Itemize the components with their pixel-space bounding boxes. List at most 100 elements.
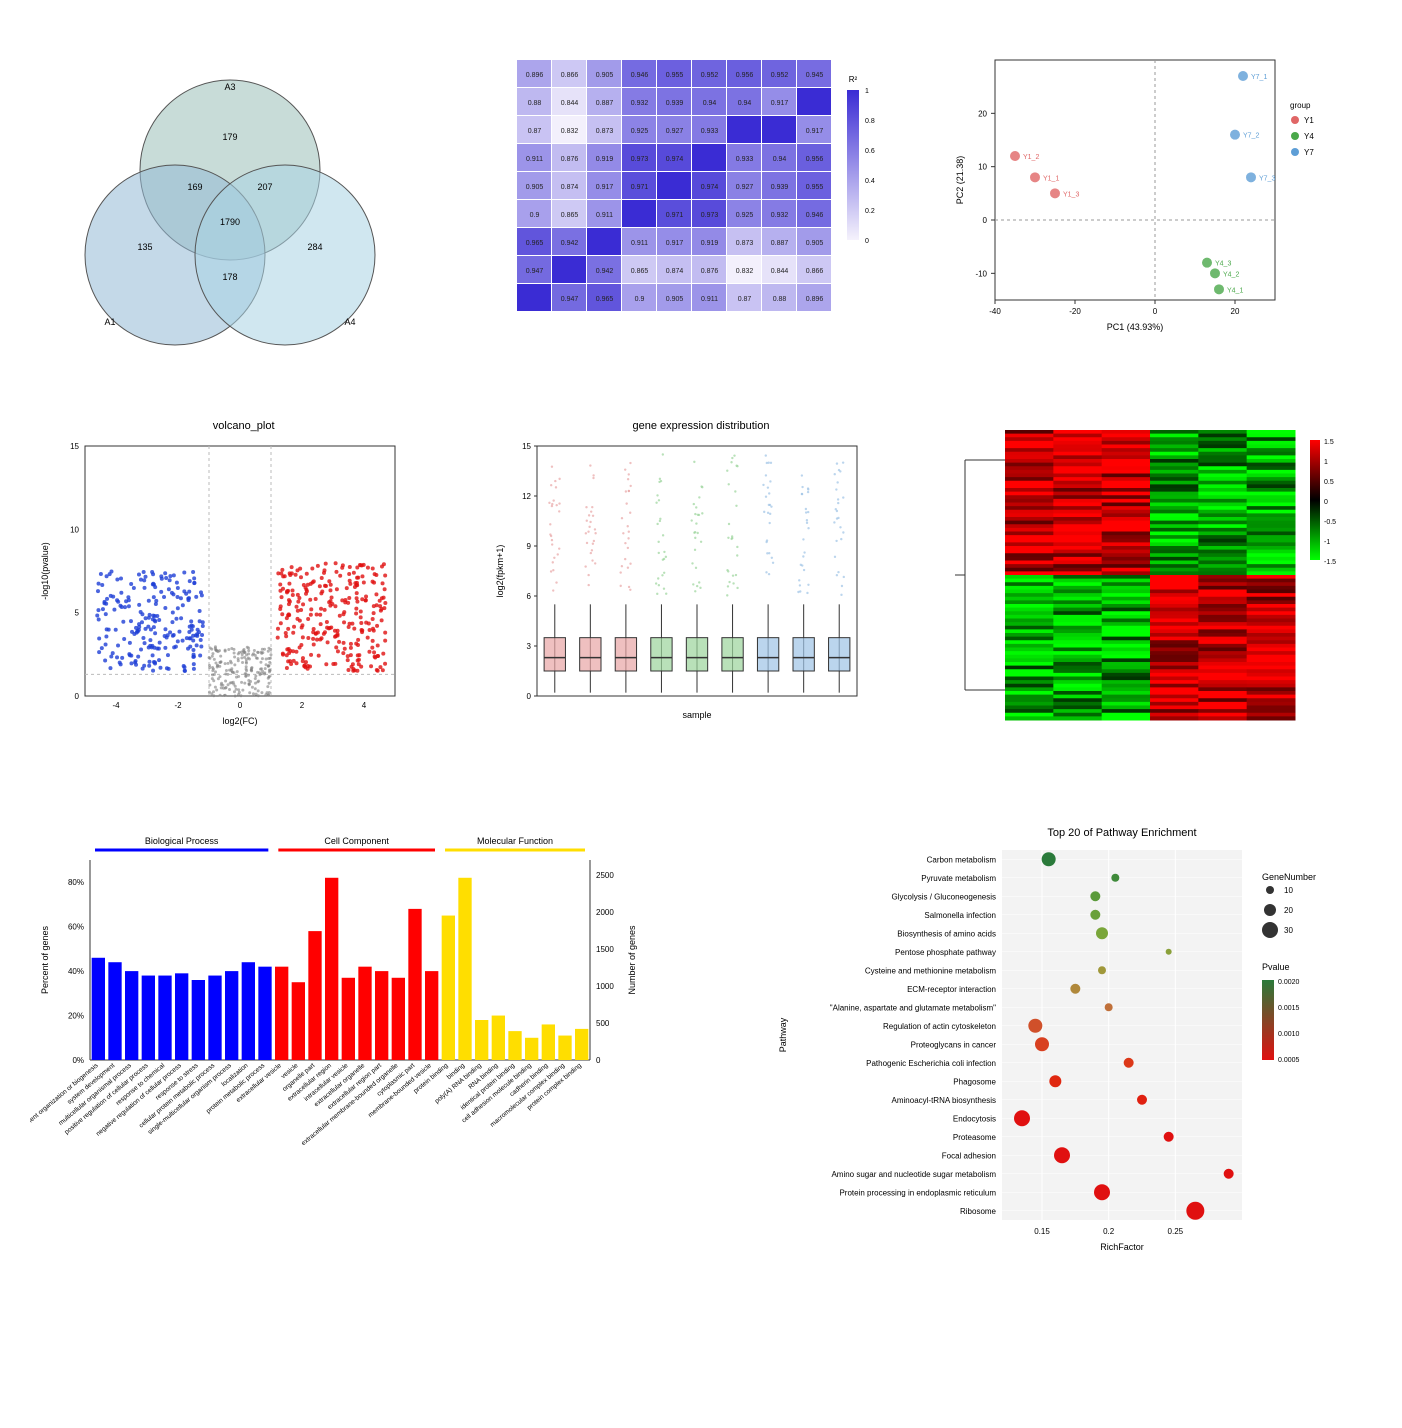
svg-text:0.94: 0.94 [773, 156, 787, 163]
svg-text:0.933: 0.933 [736, 156, 754, 163]
svg-text:GeneNumber: GeneNumber [1262, 872, 1316, 882]
svg-text:2500: 2500 [596, 871, 614, 880]
svg-text:Y7_2: Y7_2 [1243, 133, 1259, 140]
svg-text:0.973: 0.973 [701, 212, 719, 219]
svg-text:0.94: 0.94 [738, 100, 752, 107]
svg-text:9: 9 [527, 542, 532, 551]
svg-text:0.0015: 0.0015 [1278, 1005, 1300, 1012]
svg-text:5: 5 [75, 609, 80, 618]
svg-text:Y1_2: Y1_2 [1023, 154, 1039, 161]
svg-text:0.865: 0.865 [631, 268, 649, 275]
svg-text:-4: -4 [112, 701, 120, 710]
svg-text:Y4: Y4 [1304, 132, 1314, 141]
svg-text:0: 0 [1324, 499, 1328, 506]
corr-heatmap-svg: 0.8960.8660.9050.9460.9550.9520.9560.952… [487, 40, 907, 340]
bottom-row: 0%20%40%60%80%05001000150020002500Percen… [30, 820, 1372, 1260]
svg-text:0.952: 0.952 [701, 72, 719, 79]
svg-text:0.911: 0.911 [596, 212, 613, 219]
svg-text:Biological Process: Biological Process [145, 836, 219, 846]
svg-text:0.942: 0.942 [596, 268, 614, 275]
svg-text:0%: 0% [72, 1056, 84, 1065]
svg-text:0.925: 0.925 [736, 212, 754, 219]
svg-text:0.911: 0.911 [701, 296, 718, 303]
svg-text:0.874: 0.874 [561, 184, 579, 191]
svg-text:20: 20 [1230, 307, 1239, 316]
svg-text:log2(FC): log2(FC) [222, 716, 257, 726]
svg-text:Aminoacyl-tRNA biosynthesis: Aminoacyl-tRNA biosynthesis [892, 1096, 996, 1105]
svg-text:10: 10 [978, 163, 987, 172]
expr-heatmap-panel: 1.510.50-0.5-1-1.5 [945, 420, 1372, 740]
svg-text:0.946: 0.946 [631, 72, 649, 79]
svg-text:1790: 1790 [220, 217, 240, 227]
svg-text:0.88: 0.88 [528, 100, 542, 107]
svg-text:0.917: 0.917 [806, 128, 824, 135]
svg-text:Y7_3: Y7_3 [1259, 175, 1275, 182]
venn-svg: A3A1A41791352841692071781790 [30, 40, 430, 360]
svg-text:0.974: 0.974 [666, 156, 684, 163]
svg-text:0.927: 0.927 [736, 184, 754, 191]
svg-text:0.945: 0.945 [806, 72, 824, 79]
svg-text:0.88: 0.88 [773, 296, 787, 303]
svg-text:0.6: 0.6 [865, 148, 875, 155]
svg-text:0.0005: 0.0005 [1278, 1057, 1300, 1064]
svg-text:0: 0 [238, 701, 243, 710]
svg-text:Carbon metabolism: Carbon metabolism [927, 855, 997, 864]
svg-text:0.971: 0.971 [666, 212, 684, 219]
svg-text:0.2: 0.2 [1103, 1227, 1115, 1236]
svg-text:0.947: 0.947 [526, 268, 544, 275]
svg-text:179: 179 [222, 132, 237, 142]
svg-text:0.865: 0.865 [561, 212, 579, 219]
svg-text:-1.5: -1.5 [1324, 559, 1336, 566]
svg-text:Pvalue: Pvalue [1262, 962, 1290, 972]
svg-text:Ribosome: Ribosome [960, 1207, 997, 1216]
svg-text:Pathogenic Escherichia coli in: Pathogenic Escherichia coli infection [866, 1059, 996, 1068]
svg-text:0.9: 0.9 [635, 296, 645, 303]
svg-text:0.919: 0.919 [596, 156, 614, 163]
svg-text:0.911: 0.911 [526, 156, 543, 163]
svg-text:3: 3 [527, 642, 532, 651]
svg-text:0.956: 0.956 [806, 156, 824, 163]
svg-text:1: 1 [865, 88, 869, 95]
svg-text:0: 0 [75, 692, 80, 701]
svg-text:0.866: 0.866 [806, 268, 824, 275]
svg-text:0.874: 0.874 [666, 268, 684, 275]
svg-text:0.932: 0.932 [631, 100, 649, 107]
go-bar-panel: 0%20%40%60%80%05001000150020002500Percen… [30, 820, 692, 1260]
svg-text:Y7_1: Y7_1 [1251, 74, 1267, 81]
venn-panel: A3A1A41791352841692071781790 [30, 40, 457, 360]
svg-text:0.911: 0.911 [631, 240, 648, 247]
svg-text:0.87: 0.87 [738, 296, 752, 303]
svg-text:0.932: 0.932 [771, 212, 789, 219]
svg-text:20: 20 [1284, 906, 1293, 915]
svg-text:0.873: 0.873 [736, 240, 754, 247]
svg-text:0.87: 0.87 [528, 128, 542, 135]
svg-text:0.965: 0.965 [596, 296, 614, 303]
volcano-title: volcano_plot [30, 420, 457, 432]
svg-text:PC1 (43.93%): PC1 (43.93%) [1106, 322, 1163, 332]
svg-text:Pentose phosphate pathway: Pentose phosphate pathway [895, 948, 996, 957]
svg-text:0: 0 [865, 238, 869, 245]
svg-text:0.974: 0.974 [701, 184, 719, 191]
svg-text:Proteasome: Proteasome [953, 1133, 997, 1142]
svg-text:40%: 40% [68, 967, 84, 976]
svg-text:Y1: Y1 [1304, 116, 1314, 125]
svg-text:0.956: 0.956 [736, 72, 754, 79]
pca-panel: -40-20020-1001020PC1 (43.93%)PC2 (21.38)… [945, 40, 1372, 360]
svg-text:PC2 (21.38): PC2 (21.38) [955, 156, 965, 205]
boxplot-svg: 03691215samplelog2(fpkm+1) [487, 436, 887, 736]
svg-text:Y4_3: Y4_3 [1215, 261, 1231, 268]
boxplot-panel: gene expression distribution 03691215sam… [487, 420, 914, 740]
svg-text:1.5: 1.5 [1324, 439, 1334, 446]
svg-text:6: 6 [527, 592, 532, 601]
svg-text:0.866: 0.866 [561, 72, 579, 79]
svg-text:0.939: 0.939 [771, 184, 789, 191]
go-bar-svg: 0%20%40%60%80%05001000150020002500Percen… [30, 820, 650, 1240]
svg-text:15: 15 [70, 442, 79, 451]
svg-text:0.844: 0.844 [771, 268, 789, 275]
svg-text:-20: -20 [1069, 307, 1081, 316]
svg-text:0.946: 0.946 [806, 212, 824, 219]
svg-text:0.0010: 0.0010 [1278, 1031, 1300, 1038]
svg-text:0.933: 0.933 [701, 128, 719, 135]
svg-text:4: 4 [362, 701, 367, 710]
svg-text:30: 30 [1284, 926, 1293, 935]
